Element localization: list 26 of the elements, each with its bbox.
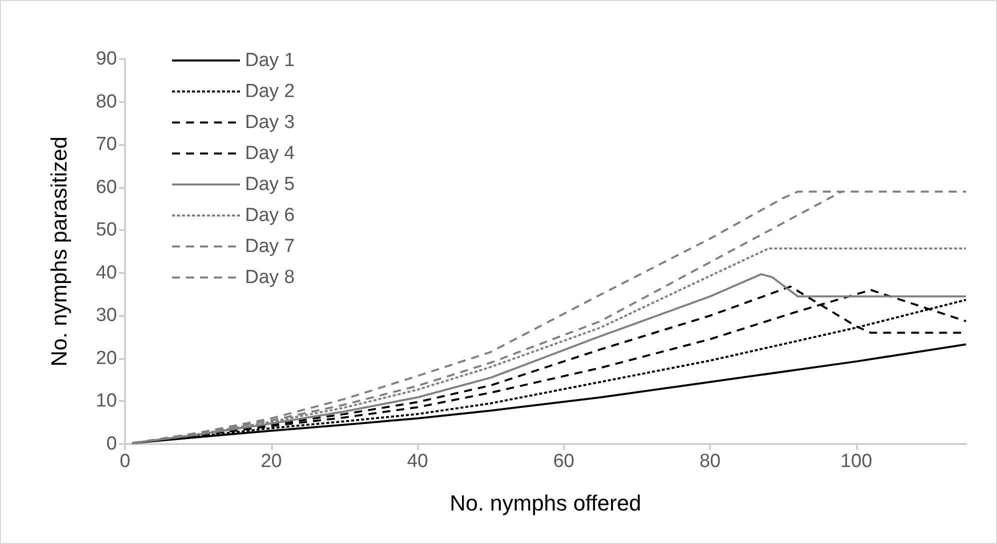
y-tick-label: 60 — [96, 176, 117, 198]
y-tick-label: 50 — [96, 220, 117, 241]
x-tick-label: 20 — [260, 451, 282, 472]
y-tick-label: 0 — [106, 434, 117, 454]
legend-label: Day 2 — [245, 81, 295, 102]
y-tick-label: 40 — [96, 262, 117, 284]
legend-label: Day 8 — [245, 267, 295, 288]
y-axis-title: No. nymphs parasitized — [46, 136, 72, 366]
legend-label: Day 6 — [245, 205, 295, 226]
legend-label: Day 7 — [245, 236, 295, 257]
legend-label: Day 4 — [245, 143, 296, 164]
x-tick-label: 40 — [406, 451, 428, 472]
y-tick-label: 80 — [96, 91, 117, 112]
y-tick-label: 20 — [96, 348, 117, 369]
legend-label: Day 3 — [245, 112, 295, 133]
y-tick-label: 90 — [96, 48, 117, 70]
y-tick-label: 10 — [96, 390, 117, 412]
legend-label: Day 1 — [245, 50, 295, 71]
legend-label: Day 5 — [245, 174, 295, 195]
x-tick-label: 100 — [840, 451, 872, 472]
x-tick-label: 80 — [699, 451, 721, 472]
x-axis-title: No. nymphs offered — [450, 490, 642, 516]
y-tick-label: 30 — [96, 305, 117, 326]
x-tick-label: 60 — [553, 451, 574, 472]
y-tick-label: 70 — [96, 134, 117, 156]
x-tick-label: 0 — [120, 451, 130, 472]
